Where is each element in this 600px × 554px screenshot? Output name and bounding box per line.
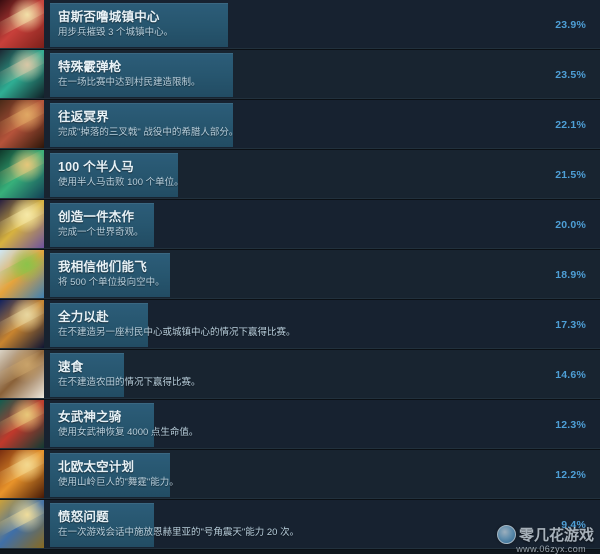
achievement-description: 在不建造农田的情况下赢得比赛。 <box>58 376 201 389</box>
mountain-giant-throw-icon <box>0 450 44 499</box>
global-unlock-percent: 18.9% <box>514 250 600 299</box>
row-divider <box>0 498 600 499</box>
achievement-info: 女武神之骑使用女武神恢复 4000 点生命值。 <box>44 400 514 449</box>
achievement-info: 速食在不建造农田的情况下赢得比赛。 <box>44 350 514 399</box>
achievement-description: 使用山岭巨人的"舞霆"能力。 <box>58 476 179 489</box>
achievement-name-bar: 特殊霰弹枪在一场比赛中达到村民建造限制。 <box>50 53 233 97</box>
achievement-row[interactable]: 女武神之骑使用女武神恢复 4000 点生命值。 12.3% <box>0 400 600 450</box>
achievement-description: 在不建造另一座村民中心或城镇中心的情况下赢得比赛。 <box>58 326 296 339</box>
achievement-description: 在一次游戏会话中施放恩赫里亚的"号角震天"能力 20 次。 <box>58 526 299 539</box>
row-divider <box>0 398 600 399</box>
global-unlock-percent: 9.4% <box>514 500 600 549</box>
row-divider <box>0 298 600 299</box>
achievement-title: 全力以赴 <box>58 310 109 325</box>
achievement-title: 北欧太空计划 <box>58 460 134 475</box>
achievement-info: 100 个半人马使用半人马击败 100 个单位。 <box>44 150 514 199</box>
achievement-description: 将 500 个单位投向空中。 <box>58 276 165 289</box>
row-divider <box>0 548 600 549</box>
achievement-name-bar: 我相信他们能飞将 500 个单位投向空中。 <box>50 253 170 297</box>
achievement-row[interactable]: 北欧太空计划使用山岭巨人的"舞霆"能力。 12.2% <box>0 450 600 500</box>
deer-hunting-icon <box>0 350 44 399</box>
global-unlock-percent: 17.3% <box>514 300 600 349</box>
achievement-row[interactable]: 宙斯否噜城镇中心用步兵摧毁 3 个城镇中心。 23.9% <box>0 0 600 50</box>
achievement-row[interactable]: 愤怒问题在一次游戏会话中施放恩赫里亚的"号角震天"能力 20 次。 9.4% <box>0 500 600 550</box>
achievement-title: 往返冥界 <box>58 110 109 125</box>
achievement-info: 特殊霰弹枪在一场比赛中达到村民建造限制。 <box>44 50 514 99</box>
global-unlock-percent: 12.3% <box>514 400 600 449</box>
achievement-title: 我相信他们能飞 <box>58 260 147 275</box>
row-divider <box>0 448 600 449</box>
global-unlock-percent: 20.0% <box>514 200 600 249</box>
achievement-name-bar: 速食在不建造农田的情况下赢得比赛。 <box>50 353 124 397</box>
row-divider <box>0 348 600 349</box>
achievement-title: 女武神之骑 <box>58 410 122 425</box>
row-divider <box>0 248 600 249</box>
achievement-description: 在一场比赛中达到村民建造限制。 <box>58 76 201 89</box>
zeus-lightning-spear-icon <box>0 0 44 49</box>
row-divider <box>0 148 600 149</box>
golden-star-wonder-icon <box>0 200 44 249</box>
achievement-description: 完成"掉落的三叉戟" 战役中的希腊人部分。 <box>58 126 238 139</box>
achievement-row[interactable]: 100 个半人马使用半人马击败 100 个单位。 21.5% <box>0 150 600 200</box>
achievement-name-bar: 往返冥界完成"掉落的三叉戟" 战役中的希腊人部分。 <box>50 103 233 147</box>
achievement-row[interactable]: 特殊霰弹枪在一场比赛中达到村民建造限制。 23.5% <box>0 50 600 100</box>
achievement-title: 创造一件杰作 <box>58 210 134 225</box>
achievement-row[interactable]: 速食在不建造农田的情况下赢得比赛。 14.6% <box>0 350 600 400</box>
siege-wagon-wheel-icon <box>0 100 44 149</box>
achievement-info: 北欧太空计划使用山岭巨人的"舞霆"能力。 <box>44 450 514 499</box>
achievement-info: 宙斯否噜城镇中心用步兵摧毁 3 个城镇中心。 <box>44 0 514 49</box>
achievement-row[interactable]: 往返冥界完成"掉落的三叉戟" 战役中的希腊人部分。 22.1% <box>0 100 600 150</box>
achievement-name-bar: 创造一件杰作完成一个世界奇观。 <box>50 203 154 247</box>
achievement-info: 往返冥界完成"掉落的三叉戟" 战役中的希腊人部分。 <box>44 100 514 149</box>
axe-hammer-tools-icon <box>0 300 44 349</box>
achievement-name-bar: 北欧太空计划使用山岭巨人的"舞霆"能力。 <box>50 453 170 497</box>
row-divider <box>0 48 600 49</box>
achievement-info: 全力以赴在不建造另一座村民中心或城镇中心的情况下赢得比赛。 <box>44 300 514 349</box>
achievement-row[interactable]: 创造一件杰作完成一个世界奇观。 20.0% <box>0 200 600 250</box>
achievement-name-bar: 全力以赴在不建造另一座村民中心或城镇中心的情况下赢得比赛。 <box>50 303 148 347</box>
achievement-title: 特殊霰弹枪 <box>58 60 122 75</box>
einherjar-horn-icon <box>0 500 44 549</box>
achievement-info: 我相信他们能飞将 500 个单位投向空中。 <box>44 250 514 299</box>
flying-units-sky-icon <box>0 250 44 299</box>
achievement-row[interactable]: 全力以赴在不建造另一座村民中心或城镇中心的情况下赢得比赛。 17.3% <box>0 300 600 350</box>
achievement-title: 速食 <box>58 360 83 375</box>
achievement-name-bar: 愤怒问题在一次游戏会话中施放恩赫里亚的"号角震天"能力 20 次。 <box>50 503 154 547</box>
achievement-row[interactable]: 我相信他们能飞将 500 个单位投向空中。 18.9% <box>0 250 600 300</box>
achievement-description: 使用半人马击败 100 个单位。 <box>58 176 184 189</box>
global-unlock-percent: 12.2% <box>514 450 600 499</box>
global-unlock-percent: 23.5% <box>514 50 600 99</box>
achievement-title: 愤怒问题 <box>58 510 109 525</box>
villager-group-icon <box>0 50 44 99</box>
global-unlock-percent: 14.6% <box>514 350 600 399</box>
achievement-title: 宙斯否噜城镇中心 <box>58 10 160 25</box>
achievement-name-bar: 100 个半人马使用半人马击败 100 个单位。 <box>50 153 178 197</box>
achievement-name-bar: 女武神之骑使用女武神恢复 4000 点生命值。 <box>50 403 154 447</box>
valkyrie-icon <box>0 400 44 449</box>
achievement-description: 使用女武神恢复 4000 点生命值。 <box>58 426 198 439</box>
global-unlock-percent: 23.9% <box>514 0 600 49</box>
achievement-info: 创造一件杰作完成一个世界奇观。 <box>44 200 514 249</box>
achievement-title: 100 个半人马 <box>58 160 134 175</box>
row-divider <box>0 98 600 99</box>
achievement-info: 愤怒问题在一次游戏会话中施放恩赫里亚的"号角震天"能力 20 次。 <box>44 500 514 549</box>
row-divider <box>0 198 600 199</box>
global-unlock-percent: 21.5% <box>514 150 600 199</box>
achievement-name-bar: 宙斯否噜城镇中心用步兵摧毁 3 个城镇中心。 <box>50 3 228 47</box>
centaur-archer-icon <box>0 150 44 199</box>
achievement-description: 完成一个世界奇观。 <box>58 226 144 239</box>
global-unlock-percent: 22.1% <box>514 100 600 149</box>
achievement-description: 用步兵摧毁 3 个城镇中心。 <box>58 26 173 39</box>
